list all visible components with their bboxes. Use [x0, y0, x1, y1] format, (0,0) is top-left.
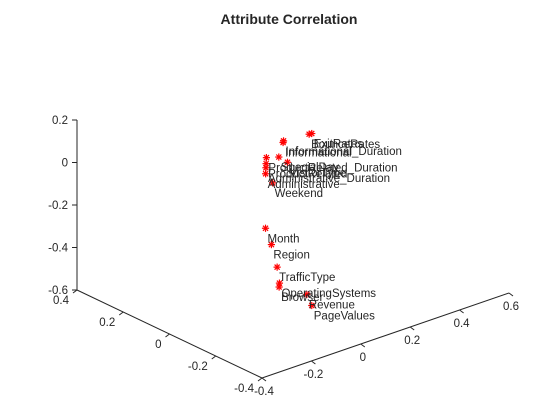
- x-tick-label: -0.2: [188, 361, 208, 373]
- y-tick-mark: [361, 344, 365, 347]
- y-tick-label: 0.2: [404, 335, 420, 347]
- data-point: [262, 225, 269, 232]
- y-tick-label: -0.4: [254, 386, 274, 398]
- y-tick-mark: [311, 361, 315, 364]
- z-tick-label: 0: [62, 158, 68, 170]
- y-tick-label: -0.2: [303, 369, 323, 381]
- y-tick-label: 0.4: [454, 318, 471, 330]
- point-label: Weekend: [275, 188, 323, 200]
- x-tick-mark: [212, 356, 216, 359]
- point-label: ExitRates: [314, 139, 363, 151]
- x-tick-label: 0.2: [99, 317, 115, 329]
- y-tick-label: 0.6: [503, 301, 519, 313]
- y-tick-mark: [410, 327, 414, 330]
- data-point: [308, 130, 315, 137]
- z-tick-label: -0.4: [48, 243, 68, 255]
- x-tick-mark: [119, 312, 123, 315]
- point-label: TrafficType: [279, 272, 335, 284]
- point-label: Month: [268, 233, 300, 245]
- z-tick-label: -0.6: [48, 285, 68, 297]
- chart-title: Attribute Correlation: [221, 11, 358, 27]
- x-tick-label: -0.4: [234, 383, 254, 395]
- point-labels: InformationalInformational_DurationProdu…: [268, 139, 402, 323]
- data-point: [275, 153, 282, 160]
- y-tick-label: 0: [360, 352, 366, 364]
- y-tick-mark: [262, 378, 266, 381]
- data-point: [280, 137, 287, 144]
- point-label: VisitorType: [289, 167, 346, 179]
- y-axis-line: [262, 293, 509, 378]
- point-label: PageValues: [314, 311, 375, 323]
- x-tick-label: 0: [155, 339, 161, 351]
- z-tick-label: -0.2: [48, 200, 68, 212]
- z-tick-label: 0.2: [52, 115, 68, 127]
- x-tick-mark: [166, 334, 170, 337]
- y-tick-mark: [460, 310, 464, 313]
- data-point: [274, 264, 281, 271]
- point-label: OperatingSystems: [281, 288, 376, 300]
- y-tick-mark: [509, 293, 513, 296]
- point-label: Region: [273, 250, 309, 262]
- x-tick-mark: [258, 378, 262, 381]
